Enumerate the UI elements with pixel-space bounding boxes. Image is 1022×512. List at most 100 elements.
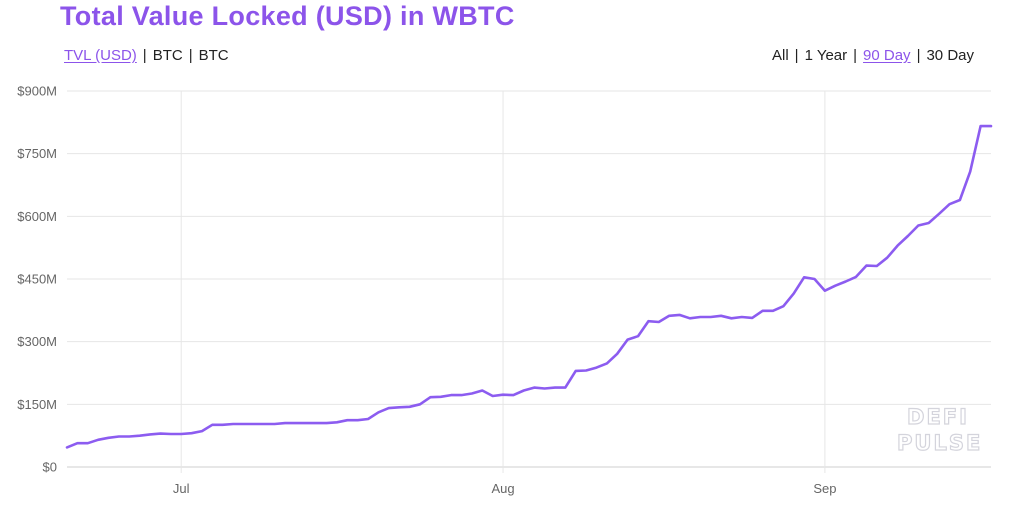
data-point [699,316,701,318]
data-point [585,369,587,371]
data-point [928,222,930,224]
data-point [440,396,442,398]
data-point [97,439,99,441]
data-point [720,315,722,317]
y-tick-label: $150M [17,397,57,412]
data-point [222,424,224,426]
data-point [606,362,608,364]
data-point [793,292,795,294]
data-point [668,315,670,317]
data-point [751,317,753,319]
data-point [294,422,296,424]
data-point [263,423,265,425]
data-point [865,264,867,266]
data-point [201,430,203,432]
data-point [782,305,784,307]
separator: | [142,47,147,64]
data-point [896,244,898,246]
data-point [886,256,888,258]
data-point [128,435,130,437]
range-option-1-year[interactable]: 1 Year [804,47,848,64]
data-point [149,433,151,435]
y-tick-label: $600M [17,209,57,224]
y-grid [67,90,991,468]
data-point [876,265,878,267]
data-point [408,406,410,408]
data-point [907,235,909,237]
data-point [471,392,473,394]
data-point [803,276,805,278]
metric-option-btc-2[interactable]: BTC [198,47,229,64]
data-point [284,422,286,424]
defi-pulse-watermark: DEFI PULSE [896,404,983,456]
data-point [938,213,940,215]
data-point [107,437,109,439]
data-point [502,394,504,396]
x-tick-label: Sep [813,481,836,496]
data-point [533,386,535,388]
data-point [844,280,846,282]
data-point [834,284,836,286]
data-point [824,289,826,291]
data-point [346,419,348,421]
y-tick-label: $300M [17,334,57,349]
data-point [325,422,327,424]
chart-title: Total Value Locked (USD) in WBTC [60,1,515,31]
series-layer [65,124,993,449]
data-point [388,407,390,409]
series-line-0 [65,124,993,449]
y-tick-label: $750M [17,146,57,161]
range-option-90-day[interactable]: 90 Day [863,47,911,64]
data-point [315,422,317,424]
data-point [730,317,732,319]
data-point [741,316,743,318]
data-point [979,125,981,127]
y-tick-label: $0 [43,460,57,475]
data-point [678,314,680,316]
data-point [512,394,514,396]
separator: | [188,47,193,64]
data-point [709,316,711,318]
metric-option-btc[interactable]: BTC [152,47,183,64]
data-point [481,389,483,391]
data-point [211,424,213,426]
data-point [305,422,307,424]
data-point [190,432,192,434]
data-point [689,317,691,319]
data-point [575,370,577,372]
watermark-line-1: DEFI [906,404,969,429]
x-tick-label: Jul [173,481,190,496]
data-point [377,411,379,413]
data-point [66,446,68,448]
metric-option-tvl-usd[interactable]: TVL (USD) [64,47,137,64]
data-point [969,170,971,172]
watermark-line-2: PULSE [896,430,983,455]
data-point [543,387,545,389]
data-point [242,423,244,425]
data-point [761,310,763,312]
separator: | [916,47,921,64]
data-point [595,366,597,368]
data-point [450,394,452,396]
data-point [87,442,89,444]
data-point [460,394,462,396]
y-tick-label: $900M [17,84,57,99]
data-point [855,276,857,278]
data-point [367,418,369,420]
y-tick-label: $450M [17,272,57,287]
x-tick-label: Aug [491,481,514,496]
data-point [419,403,421,405]
data-point [491,395,493,397]
data-point [616,353,618,355]
data-point [159,432,161,434]
data-point [959,199,961,201]
separator: | [794,47,799,64]
data-point [273,423,275,425]
range-option-all[interactable]: All [772,47,789,64]
range-option-30-day[interactable]: 30 Day [926,47,974,64]
data-point [917,224,919,226]
data-point [523,389,525,391]
data-point [564,386,566,388]
